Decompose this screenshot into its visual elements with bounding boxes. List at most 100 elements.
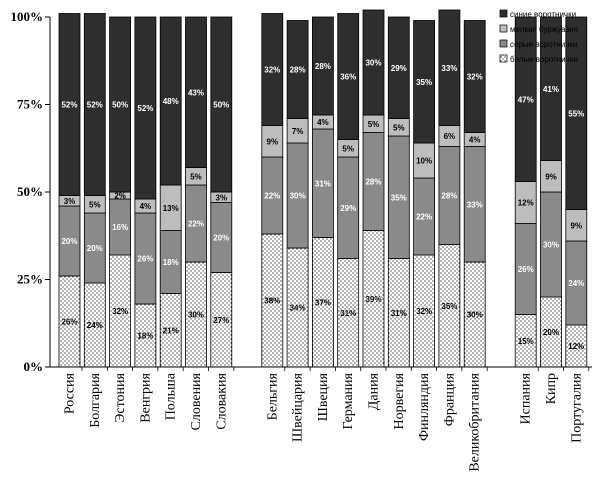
bar-value-label: 9% (571, 221, 583, 230)
bar-value-label: 5% (368, 120, 380, 129)
bar-value-label: 52% (87, 101, 103, 110)
bar-value-label: 31% (315, 179, 331, 188)
bar-value-label: 26% (61, 318, 77, 327)
bar-value-label: 29% (391, 64, 407, 73)
bar-value-label: 27% (213, 316, 229, 325)
bar-value-label: 32% (416, 307, 432, 316)
bar-value-label: 37% (315, 298, 331, 307)
bar-segment-3-10 (337, 13, 360, 140)
bar-value-label: 30% (467, 311, 483, 320)
bar-value-label: 30% (290, 192, 306, 201)
bar-value-label: 30% (188, 311, 204, 320)
legend-label: белые воротнички (510, 55, 578, 64)
x-tick-label: Польша (164, 372, 179, 420)
bar-value-label: 20% (61, 237, 77, 246)
bar-value-label: 35% (416, 78, 432, 87)
x-tick-label: Германия (341, 372, 356, 429)
bar-value-label: 30% (543, 241, 559, 250)
legend-label: серые воротнички (510, 40, 577, 49)
bar-value-label: 22% (416, 213, 432, 222)
bar-value-label: 5% (393, 123, 405, 132)
x-tick-label: Болгария (88, 372, 103, 427)
bar-value-label: 28% (315, 62, 331, 71)
bar-segment-3-0 (58, 13, 81, 196)
x-tick-label: Словения (189, 372, 204, 430)
bar-value-label: 31% (391, 309, 407, 318)
bar-segment-3-12 (387, 16, 410, 119)
bar-value-label: 34% (290, 304, 306, 313)
x-tick-label: Венгрия (138, 372, 153, 422)
bar-value-label: 22% (264, 192, 280, 201)
bar-value-label: 18% (137, 332, 153, 341)
x-tick-label: Эстония (113, 372, 128, 422)
bar-value-label: 24% (87, 321, 103, 330)
bar-segment-3-18 (565, 16, 588, 210)
legend-swatch (499, 39, 508, 48)
bar-value-label: 3% (216, 193, 228, 202)
bar-value-label: 20% (213, 234, 229, 243)
bar-value-label: 26% (137, 255, 153, 264)
bar-value-label: 9% (545, 172, 557, 181)
x-tick-label: Швеция (316, 372, 331, 421)
bar-value-label: 15% (518, 337, 534, 346)
bar-value-label: 2% (114, 192, 126, 201)
x-tick-label: Великобритания (468, 372, 483, 471)
bar-value-label: 47% (518, 95, 534, 104)
bar-value-label: 3% (64, 197, 76, 206)
bar-value-label: 52% (61, 101, 77, 110)
bar-value-label: 31% (340, 309, 356, 318)
bar-segment-3-15 (463, 20, 486, 133)
legend-swatch (499, 54, 508, 63)
bar-value-label: 22% (188, 220, 204, 229)
bar-value-label: 36% (340, 73, 356, 82)
x-tick-label: Франция (442, 372, 457, 426)
bar-value-label: 28% (290, 66, 306, 75)
axis-layer: 0% 25% 50% 75% 100% Россия Болгария Эстония Венг… (11, 9, 592, 472)
x-tick-label: Швейцария (291, 372, 306, 442)
bar-value-label: 55% (568, 109, 584, 118)
bar-segment-3-8 (286, 20, 309, 119)
bar-value-label: 20% (87, 244, 103, 253)
bar-segment-3-11 (362, 9, 385, 116)
bar-value-label: 12% (518, 199, 534, 208)
x-tick-label: Португалия (569, 372, 584, 442)
x-tick-label: Кипр (544, 373, 559, 404)
bar-value-label: 28% (365, 178, 381, 187)
bar-segment-3-5 (185, 16, 207, 168)
bar-value-label: 50% (213, 101, 229, 110)
bar-value-label: 32% (467, 73, 483, 82)
x-tick-label: Финляндия (417, 372, 432, 441)
bar-segment-3-13 (413, 20, 436, 144)
bar-value-label: 18% (163, 258, 179, 267)
bar-value-label: 35% (391, 193, 407, 202)
bar-segment-3-1 (83, 13, 106, 196)
bar-value-label: 50% (112, 101, 128, 110)
x-tick-label: Дания (367, 372, 382, 410)
y-tick-label: 50% (17, 184, 43, 199)
bar-value-label: 48% (163, 97, 179, 106)
bar-value-label: 52% (137, 104, 153, 113)
bar-segment-3-16 (514, 16, 537, 182)
bar-value-label: 5% (342, 144, 354, 153)
bar-value-label: 6% (444, 132, 456, 141)
bar-value-label: 24% (568, 279, 584, 288)
x-tick-label: Бельгия (265, 372, 280, 420)
bar-value-label: 43% (188, 88, 204, 97)
bar-value-label: 26% (518, 265, 534, 274)
bar-value-label: 4% (140, 202, 152, 211)
bar-segment-3-9 (311, 16, 334, 116)
bar-value-label: 13% (163, 204, 179, 213)
bar-value-label: 28% (441, 192, 457, 201)
bar-value-label: 30% (365, 59, 381, 68)
bar-value-label: 35% (441, 302, 457, 311)
bar-value-label: 39% (365, 295, 381, 304)
x-tick-label: Испания (519, 372, 534, 424)
bar-value-label: 38% (264, 297, 280, 306)
bar-value-label: 32% (264, 66, 280, 75)
bar-value-label: 4% (317, 118, 329, 127)
bar-segment-3-7 (261, 13, 284, 126)
bar-value-label: 9% (267, 137, 279, 146)
bar-value-label: 29% (340, 204, 356, 213)
y-tick-label: 25% (17, 272, 43, 287)
